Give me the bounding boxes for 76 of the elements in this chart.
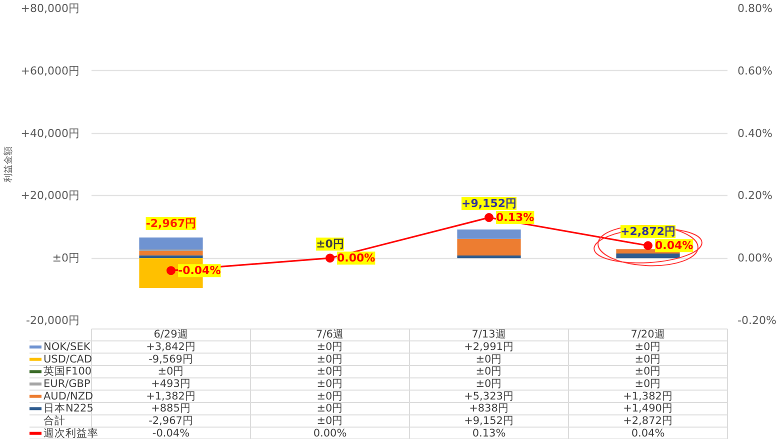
data-label: +2,991円 (464, 341, 514, 353)
total-label: +9,152円 (461, 197, 517, 210)
text: +9,152円 (464, 415, 514, 427)
y-tick-label: +80,000円 (20, 2, 80, 15)
bar (457, 230, 521, 239)
bar (139, 238, 203, 250)
bar (616, 253, 680, 258)
y2-tick-label: 0.20% (738, 189, 772, 202)
y2-tick-label: -0.20% (738, 314, 776, 327)
bar (139, 255, 203, 258)
x-tick-label: 7/6週 (316, 328, 344, 341)
legend-label: 英国F100 (44, 364, 92, 378)
text: ±0円 (316, 415, 344, 427)
data-label: ±0円 (158, 366, 184, 378)
data-label: +1,490円 (623, 402, 673, 415)
y-tick-label: +20,000円 (20, 189, 80, 202)
text: -0.04% (178, 264, 221, 278)
total-label: +2,872円 (620, 225, 676, 238)
bar (139, 251, 203, 256)
legend-label: NOK/SEK (44, 341, 92, 353)
point (644, 241, 652, 250)
data-label: -9,569円 (148, 353, 194, 366)
y-axis-title: 利益金額 (2, 146, 14, 182)
y2-tick-label: 0.00% (738, 252, 772, 265)
data-label: ±0円 (316, 341, 344, 353)
data-label: 0.13% (472, 427, 506, 439)
data-label: ±0円 (316, 353, 344, 366)
y2-tick-label: 0.40% (738, 126, 772, 140)
legend-label: AUD/NZD (44, 390, 94, 402)
point (484, 213, 494, 222)
data-label: +885円 (151, 402, 191, 415)
text: 0.04% (655, 239, 694, 252)
data-label: +1,382円 (146, 390, 196, 402)
data-label: ±0円 (634, 341, 662, 353)
data-label: 0.04% (631, 427, 665, 439)
data-label: -0.04% (152, 427, 190, 439)
data-label: ±0円 (316, 378, 344, 390)
data-label: ±0円 (476, 378, 502, 390)
y-tick-label: -20,000円 (26, 314, 80, 327)
point (166, 266, 176, 276)
data-label: ±0円 (316, 390, 344, 402)
y-tick-label: +40,000円 (20, 126, 80, 140)
data-label: ±0円 (634, 353, 662, 366)
total-label: -2,967円 (146, 217, 196, 230)
data-label: ±0円 (316, 402, 344, 415)
point (326, 254, 334, 263)
data-label: +5,323円 (464, 390, 514, 402)
text: +2,872円 (623, 415, 673, 427)
y-tick-label: ±0円 (52, 252, 80, 265)
data-label: +1,382円 (623, 390, 673, 402)
data-label: ±0円 (476, 366, 502, 378)
x-tick-label: 7/20週 (630, 328, 666, 341)
text: -2,967円 (148, 415, 194, 427)
legend-label: 週次利益率 (44, 426, 98, 439)
data-label: ±0円 (316, 366, 344, 378)
total-label: ±0円 (316, 238, 344, 251)
bar (457, 255, 521, 258)
y2-tick-label: 0.80% (738, 2, 772, 15)
data-label: +493円 (151, 378, 191, 390)
legend-label: EUR/GBP (44, 378, 90, 390)
text: 0.00% (337, 252, 376, 265)
legend-label: USD/CAD (44, 353, 92, 366)
x-tick-label: 7/13週 (472, 328, 506, 341)
data-label: +838円 (469, 402, 509, 415)
bar (457, 238, 521, 256)
y-tick-label: +60,000円 (20, 64, 80, 78)
data-label: +3,842円 (146, 341, 196, 353)
data-label: ±0円 (634, 378, 662, 390)
text: 0.13% (496, 211, 534, 224)
data-label: ±0円 (476, 353, 502, 366)
x-tick-label: 6/29週 (154, 328, 188, 341)
y2-tick-label: 0.60% (738, 64, 772, 78)
data-label: 0.00% (313, 427, 347, 439)
data-label: ±0円 (634, 366, 662, 378)
text: 合計 (44, 414, 66, 427)
legend-label: 日本N225 (44, 402, 94, 415)
